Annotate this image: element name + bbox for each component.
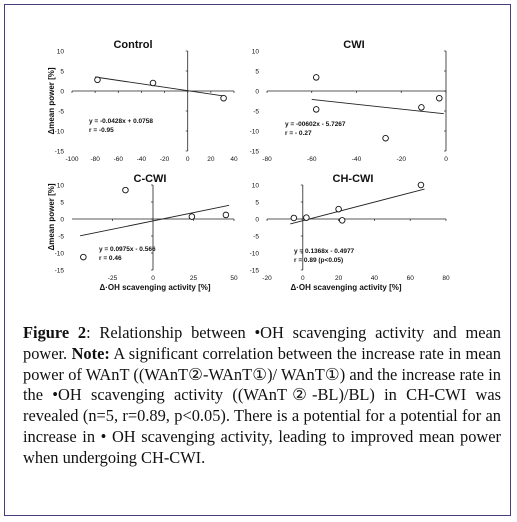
chart-title: CWI <box>343 39 364 51</box>
y-tick-label: -5 <box>253 108 259 115</box>
y-tick-label: 0 <box>255 216 259 223</box>
y-axis-label-top: Δmean power [%] <box>47 67 56 134</box>
y-tick-label: -15 <box>250 148 260 155</box>
trend-line <box>80 204 230 237</box>
y-tick-label: -5 <box>253 233 259 240</box>
y-tick-label: 5 <box>255 68 259 75</box>
y-tick-label: 5 <box>60 68 64 75</box>
figure-caption: Figure 2: Relationship between •OH scave… <box>23 323 501 469</box>
chart-title: Control <box>113 39 152 51</box>
x-tick-label: -25 <box>108 275 118 282</box>
x-tick-label: -40 <box>352 156 362 163</box>
y-tick-label: 0 <box>60 216 64 223</box>
x-tick-label: 20 <box>335 275 343 282</box>
chart-title: C-CWI <box>134 173 167 185</box>
y-axis-label-bottom: Δmean power [%] <box>47 183 56 250</box>
data-point <box>290 214 298 222</box>
regression-equation: y = -00602x - 5.7267 <box>285 121 346 128</box>
x-tick-label: -80 <box>90 156 100 163</box>
y-tick-label: 10 <box>57 182 65 189</box>
y-tick-label: 10 <box>252 48 260 55</box>
y-tick-label: -10 <box>250 250 260 257</box>
y-tick-label: -15 <box>55 267 65 274</box>
x-tick-label: 25 <box>190 275 198 282</box>
trend-line <box>95 76 226 97</box>
x-tick-label: 50 <box>230 275 238 282</box>
x-tick-label: 0 <box>186 156 190 163</box>
x-axis-label-right: Δ·OH scavenging activity [%] <box>290 283 401 292</box>
correlation-coefficient: r = -0.95 <box>89 127 114 134</box>
correlation-coefficient: r = 0.89 (p<0.05) <box>294 257 343 264</box>
chart-panel-1: Control 10 5 0 -5 -10 -15-100 -80 -60 -40 -20 0 20 40… <box>55 39 238 163</box>
trend-line <box>290 188 425 225</box>
y-tick-label: 10 <box>252 182 260 189</box>
x-tick-label: 0 <box>301 275 305 282</box>
y-tick-label: 5 <box>255 199 259 206</box>
y-tick-label: 0 <box>255 88 259 95</box>
x-tick-label: 0 <box>151 275 155 282</box>
x-axis-label-left: Δ·OH scavenging activity [%] <box>99 283 210 292</box>
x-tick-label: 0 <box>444 156 448 163</box>
data-point <box>303 214 310 221</box>
data-point <box>312 74 320 81</box>
correlation-coefficient: r = - 0.27 <box>285 130 312 137</box>
y-tick-label: -10 <box>250 128 260 135</box>
y-tick-label: 0 <box>60 88 64 95</box>
x-tick-label: -20 <box>262 275 272 282</box>
data-point <box>312 106 320 113</box>
x-tick-label: -20 <box>397 156 407 163</box>
data-point <box>436 94 443 102</box>
data-point <box>418 104 425 111</box>
trend-line <box>311 99 444 115</box>
correlation-coefficient: r = 0.46 <box>99 255 122 262</box>
data-point <box>382 134 389 142</box>
y-tick-label: -15 <box>55 148 65 155</box>
y-tick-label: -10 <box>55 128 65 135</box>
regression-equation: y = -0.0428x + 0.0758 <box>89 118 153 125</box>
data-point <box>338 217 346 224</box>
regression-equation: y = 0.1368x - 0.4977 <box>294 248 355 255</box>
x-tick-label: -60 <box>114 156 124 163</box>
x-tick-label: -40 <box>137 156 147 163</box>
x-tick-label: 60 <box>407 275 415 282</box>
y-tick-label: -15 <box>250 267 260 274</box>
x-tick-label: 20 <box>207 156 215 163</box>
data-point <box>417 181 425 189</box>
data-point <box>122 186 129 194</box>
data-point <box>188 213 196 220</box>
chart-panel-4: CH-CWI 10 5 0 -5 -10 -15-20 0 20 40 60 80 y = 0.1368… <box>250 173 450 282</box>
x-tick-label: -20 <box>160 156 170 163</box>
data-point <box>80 253 87 261</box>
figure-frame: Control 10 5 0 -5 -10 -15 -100 -80 -60 -40 -20 0 20 40… <box>4 4 511 516</box>
x-tick-label: -60 <box>307 156 317 163</box>
y-tick-label: -5 <box>58 233 64 240</box>
caption-note-label: Note: <box>71 343 110 363</box>
x-tick-label: -80 <box>262 156 272 163</box>
caption-text-1: : Relationship between •OH scavenging ac… <box>23 323 501 363</box>
y-tick-label: -5 <box>58 108 64 115</box>
x-tick-label: 40 <box>230 156 238 163</box>
chart-panel-2: CWI 10 5 0 -5 -10 -15-80 -60 -40 -20 0 y = -00602x … <box>250 39 449 163</box>
chart-title: CH-CWI <box>333 173 374 185</box>
regression-equation: y = 0.0975x - 0.566 <box>99 246 156 253</box>
y-tick-label: -10 <box>55 250 65 257</box>
caption-label: Figure 2 <box>23 323 87 342</box>
data-point <box>94 76 101 84</box>
data-point <box>220 94 227 102</box>
x-tick-label: 40 <box>371 275 379 282</box>
data-point <box>335 205 342 213</box>
x-tick-label: 80 <box>442 275 450 282</box>
data-point <box>222 211 230 219</box>
y-tick-label: 10 <box>57 48 65 55</box>
data-point <box>149 79 157 87</box>
y-tick-label: 5 <box>60 199 64 206</box>
x-tick-label: -100 <box>65 156 78 163</box>
caption-text-2: A significant correlation between the in… <box>23 343 501 467</box>
